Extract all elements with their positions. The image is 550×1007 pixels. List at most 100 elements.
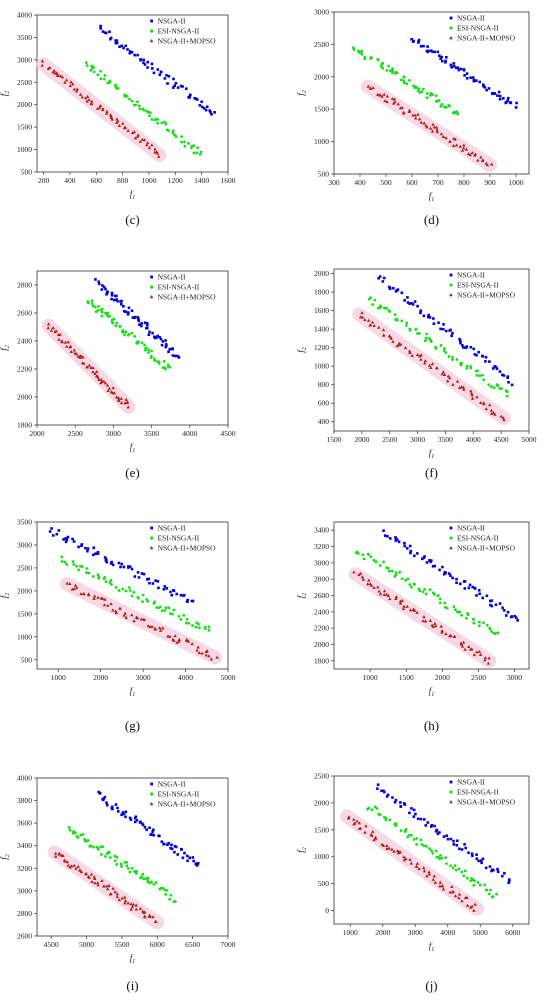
nsga-ii-point bbox=[115, 294, 118, 298]
legend-label: NSGA-II+MOPSO bbox=[158, 800, 217, 809]
y-tick-label: 1800 bbox=[17, 421, 32, 430]
esi-nsga-ii-point bbox=[391, 67, 394, 71]
nsga-ii-point bbox=[110, 291, 114, 295]
nsga-ii-point bbox=[147, 333, 151, 337]
nsga-ii-mopso-point bbox=[114, 120, 119, 124]
nsga-ii-point bbox=[477, 859, 480, 863]
nsga-ii-mopso-point bbox=[357, 821, 362, 825]
nsga-ii-mopso-point bbox=[147, 146, 152, 150]
nsga-ii-mopso-point bbox=[402, 858, 406, 862]
esi-nsga-ii-point bbox=[128, 589, 132, 592]
nsga-ii-point bbox=[170, 593, 174, 597]
esi-nsga-ii-point bbox=[100, 310, 104, 314]
nsga-ii-mopso-point bbox=[197, 651, 201, 655]
nsga-ii-point bbox=[102, 285, 106, 289]
chart-panel: 1000 2000 3000 4000 5000 6000 0 500 1000 1500 2000… bbox=[296, 772, 530, 993]
nsga-ii-mopso-point bbox=[439, 624, 443, 628]
esi-nsga-ii-point bbox=[482, 621, 485, 625]
nsga-ii-point bbox=[124, 810, 128, 814]
nsga-ii-mopso-point bbox=[126, 901, 130, 905]
nsga-ii-mopso-point bbox=[49, 328, 54, 332]
x-axis-label: f1 bbox=[130, 189, 136, 201]
nsga-ii-point bbox=[431, 50, 434, 53]
nsga-ii-mopso-point bbox=[385, 844, 389, 848]
nsga-ii-mopso-point bbox=[96, 375, 100, 379]
nsga-ii-mopso-point bbox=[398, 599, 403, 603]
nsga-ii-point bbox=[120, 299, 123, 303]
nsga-ii-point bbox=[188, 94, 192, 98]
nsga-ii-point bbox=[452, 843, 456, 846]
nsga-ii-mopso-point bbox=[358, 315, 363, 319]
nsga-ii-mopso-point bbox=[377, 325, 381, 329]
nsga-ii-mopso-point bbox=[409, 861, 414, 865]
nsga-ii-point bbox=[133, 53, 136, 57]
nsga-ii-point bbox=[509, 615, 513, 619]
nsga-ii-point bbox=[181, 85, 184, 88]
esi-nsga-ii-point bbox=[492, 386, 496, 390]
esi-nsga-ii-point bbox=[125, 94, 128, 98]
nsga-ii-mopso-point bbox=[459, 641, 463, 645]
esi-nsga-ii-point bbox=[141, 872, 145, 876]
nsga-ii-point bbox=[514, 616, 518, 619]
nsga-ii-mopso-point bbox=[388, 597, 392, 601]
nsga-ii-point bbox=[97, 280, 101, 284]
nsga-ii-point bbox=[153, 336, 157, 340]
esi-nsga-ii-point bbox=[137, 104, 141, 108]
legend-label: NSGA-II+MOPSO bbox=[457, 798, 516, 807]
nsga-ii-point bbox=[428, 316, 432, 319]
nsga-ii-point bbox=[437, 321, 440, 325]
esi-nsga-ii-point bbox=[387, 569, 391, 573]
legend-marker-esi-nsga-ii bbox=[449, 283, 453, 287]
nsga-ii-mopso-point bbox=[190, 642, 194, 646]
y-tick-label: 2000 bbox=[314, 72, 329, 81]
nsga-ii-mopso-point bbox=[470, 396, 475, 400]
x-tick-label: 6000 bbox=[150, 940, 165, 949]
nsga-ii-point bbox=[154, 579, 157, 582]
mopso-halo bbox=[47, 845, 165, 930]
nsga-ii-mopso-point bbox=[46, 66, 51, 70]
esi-nsga-ii-point bbox=[419, 838, 423, 842]
nsga-ii-mopso-point bbox=[134, 903, 138, 907]
nsga-ii-mopso-point bbox=[65, 344, 69, 348]
esi-nsga-ii-point bbox=[460, 870, 464, 874]
esi-nsga-ii-point bbox=[100, 314, 104, 318]
y-tick-label: 4000 bbox=[17, 774, 32, 783]
nsga-ii-point bbox=[173, 84, 176, 88]
nsga-ii-point bbox=[473, 586, 477, 590]
y-axis-label-subscript: 2 bbox=[5, 593, 11, 596]
nsga-ii-point bbox=[459, 341, 462, 345]
nsga-ii-mopso-point bbox=[109, 892, 113, 896]
nsga-ii-point bbox=[160, 343, 164, 347]
nsga-ii-point bbox=[105, 558, 108, 561]
legend-marker-esi-nsga-ii bbox=[150, 792, 154, 796]
nsga-ii-point bbox=[489, 603, 492, 607]
nsga-ii-point bbox=[506, 610, 510, 614]
esi-nsga-ii-point bbox=[84, 840, 88, 843]
nsga-ii-mopso-point bbox=[438, 880, 442, 884]
nsga-ii-mopso-point bbox=[151, 915, 155, 919]
nsga-ii-point bbox=[506, 96, 510, 100]
esi-nsga-ii-point bbox=[117, 589, 121, 592]
esi-nsga-ii-point bbox=[399, 78, 403, 82]
nsga-ii-point bbox=[94, 552, 97, 555]
x-tick-label: 1500 bbox=[399, 673, 414, 682]
y-tick-label: 1000 bbox=[314, 852, 329, 861]
esi-nsga-ii-point bbox=[114, 324, 118, 328]
esi-nsga-ii-point bbox=[418, 589, 422, 593]
nsga-ii-point bbox=[377, 276, 380, 280]
legend-label: NSGA-II+MOPSO bbox=[457, 34, 516, 43]
nsga-ii-point bbox=[501, 373, 504, 377]
nsga-ii-point bbox=[392, 286, 395, 290]
nsga-ii-point bbox=[174, 354, 177, 358]
nsga-ii-point bbox=[186, 598, 190, 602]
nsga-ii-mopso-point bbox=[92, 594, 97, 598]
esi-nsga-ii-point bbox=[384, 818, 388, 822]
nsga-ii-point bbox=[158, 335, 161, 339]
nsga-ii-mopso-point bbox=[371, 829, 375, 833]
nsga-ii-point bbox=[416, 304, 419, 308]
esi-nsga-ii-point bbox=[437, 99, 441, 102]
nsga-ii-point bbox=[394, 798, 398, 802]
nsga-ii-point bbox=[501, 97, 505, 100]
x-tick-label: 2000 bbox=[93, 673, 108, 682]
x-tick-label: 900 bbox=[484, 178, 496, 187]
